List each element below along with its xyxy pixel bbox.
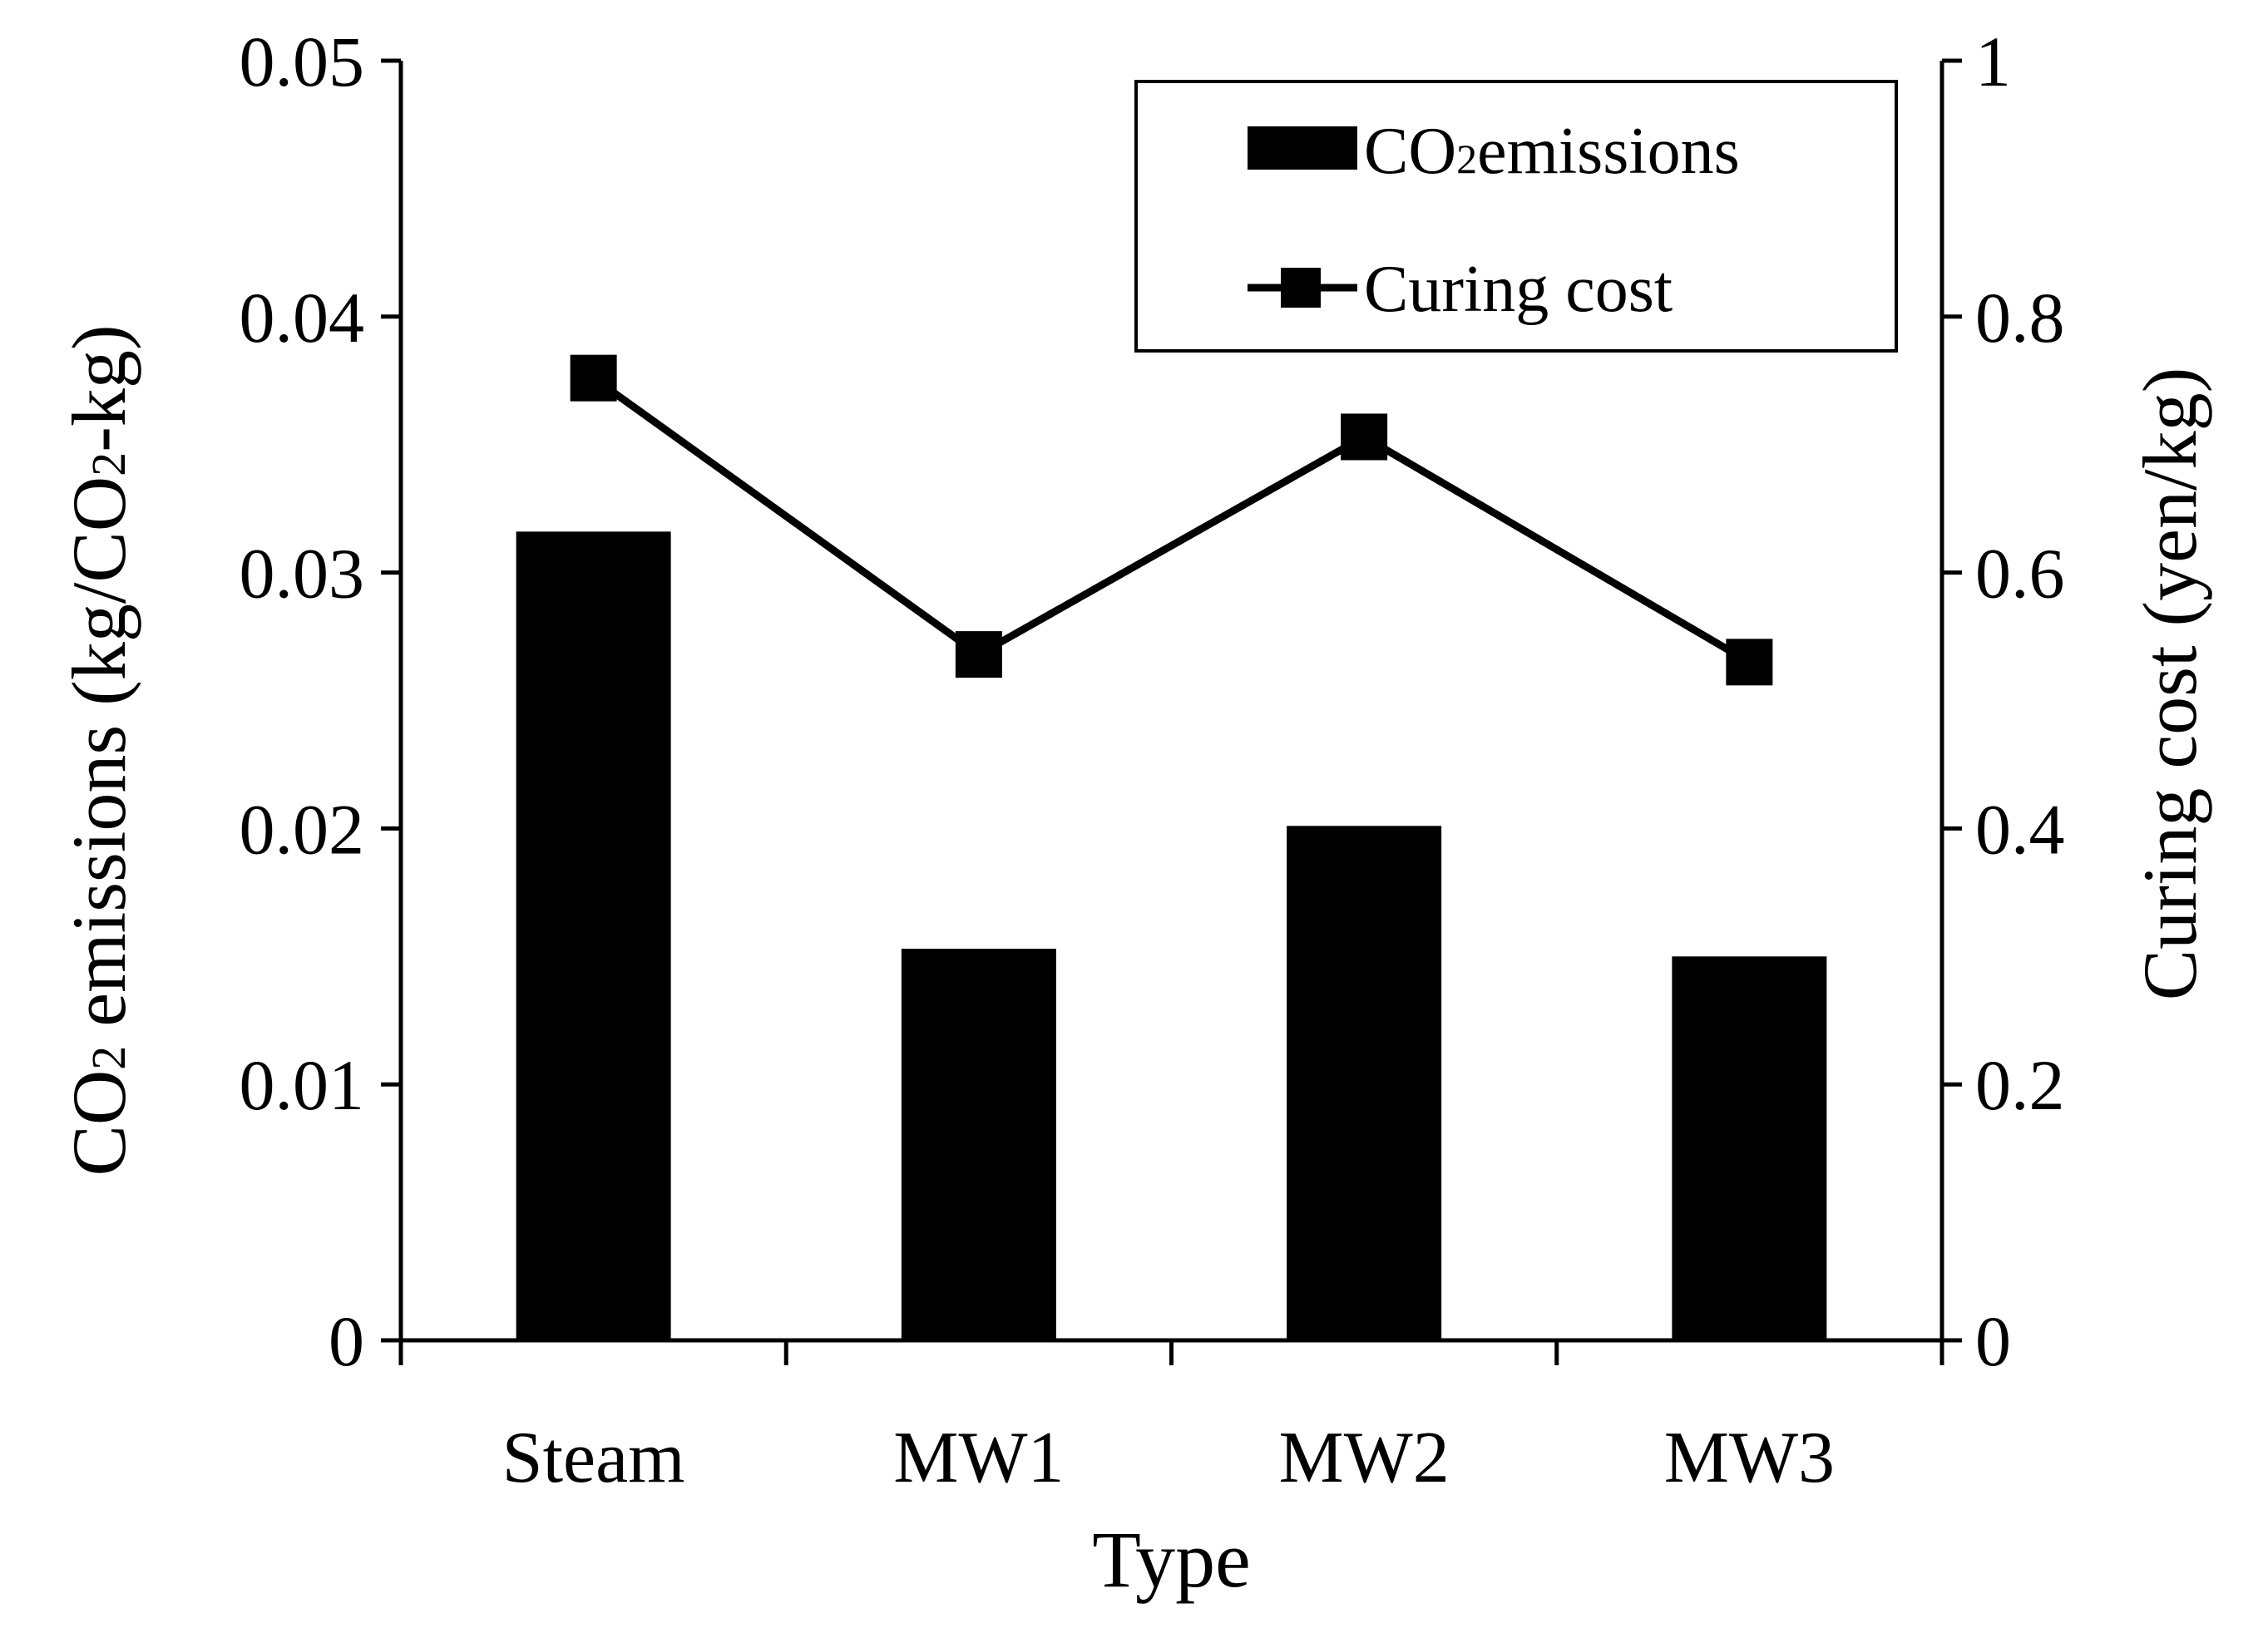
x-tick-label-steam: Steam — [502, 1418, 685, 1498]
bar-mw3 — [1672, 956, 1827, 1340]
right-tick-label: 0.8 — [1975, 278, 2065, 358]
left-tick-label: 0.04 — [240, 278, 365, 358]
left-y-axis-title: CO2 emissions (kg/CO2-kg) — [57, 324, 141, 1176]
bar-steam — [516, 531, 671, 1340]
labels-layer: 0 0.01 0.02 0.03 0.04 0.05 0 0.2 0.4 0.6 0.8 1 Steam… — [57, 22, 2212, 1604]
right-tick-label: 0.6 — [1975, 534, 2065, 614]
x-tick-label-mw2: MW2 — [1278, 1418, 1449, 1498]
bar-mw2 — [1287, 826, 1442, 1340]
legend-swatch-marker-curing-cost — [1281, 268, 1321, 308]
right-tick-label: 1 — [1975, 22, 2011, 101]
curing-cost-marker-mw3 — [1726, 639, 1773, 686]
curing-cost-marker-mw1 — [955, 631, 1002, 678]
left-tick-label: 0.05 — [240, 22, 365, 101]
x-axis-title: Type — [1092, 1515, 1251, 1604]
right-y-axis-title: Curing cost (yen/kg) — [2127, 368, 2212, 1000]
right-tick-label: 0 — [1975, 1301, 2011, 1381]
right-tick-label: 0.2 — [1975, 1045, 2065, 1125]
bar-mw1 — [901, 949, 1056, 1340]
bars-layer — [516, 531, 1827, 1340]
legend-label-co2-emissions: CO2emissions — [1364, 115, 1740, 188]
legend-swatch-co2-emissions — [1248, 126, 1357, 170]
chart-legend: CO2emissions Curing cost — [1134, 80, 1898, 353]
left-tick-label: 0.02 — [240, 789, 365, 869]
left-tick-label: 0.03 — [240, 534, 365, 614]
curing-cost-marker-steam — [570, 354, 617, 402]
curing-cost-marker-mw2 — [1341, 413, 1388, 461]
right-tick-label: 0.4 — [1975, 789, 2065, 869]
left-tick-label: 0.01 — [240, 1045, 365, 1125]
x-tick-label-mw1: MW1 — [893, 1418, 1064, 1498]
legend-label-curing-cost: Curing cost — [1364, 253, 1673, 326]
x-tick-label-mw3: MW3 — [1664, 1418, 1835, 1498]
axes-layer — [381, 58, 1962, 1365]
curing-cost-line — [591, 375, 1752, 666]
left-tick-label: 0 — [329, 1301, 364, 1381]
line-layer — [570, 354, 1773, 686]
